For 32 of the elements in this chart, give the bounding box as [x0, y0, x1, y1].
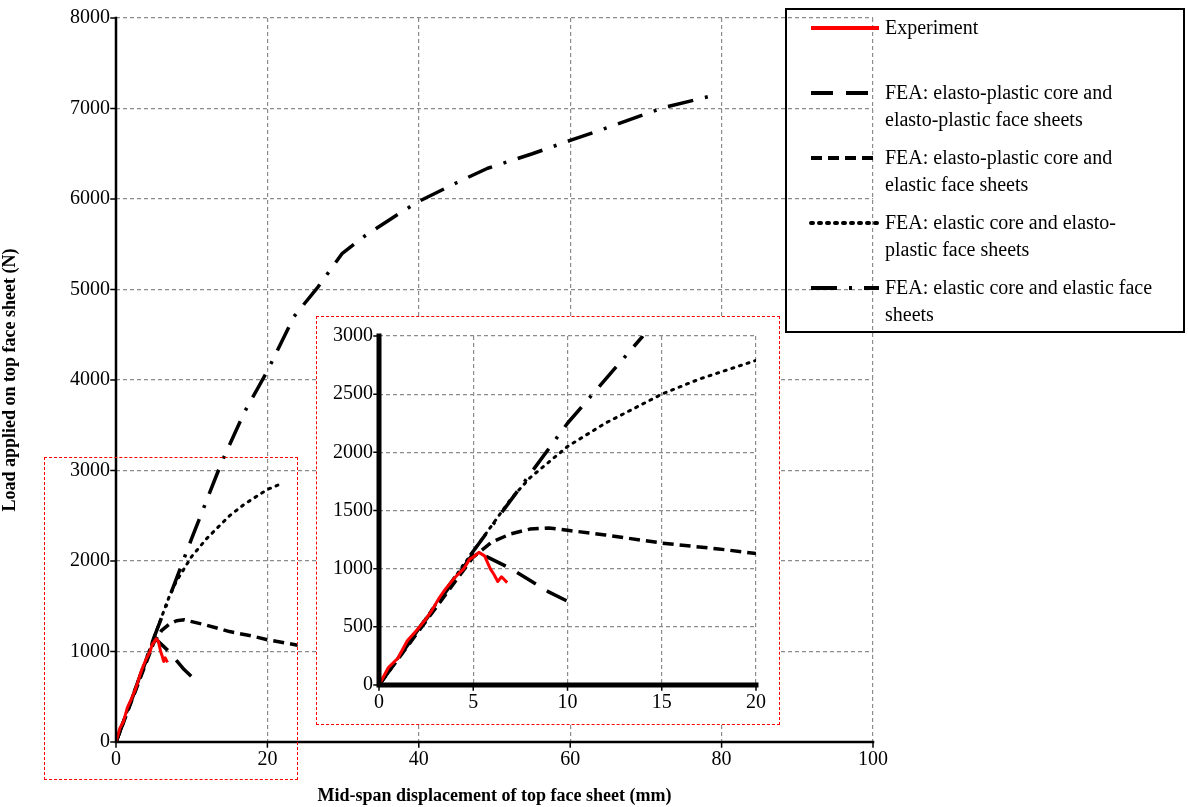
y-tick-label: 1000	[70, 638, 110, 661]
y-tick-label: 500	[343, 614, 373, 637]
y-tick-label: 3000	[70, 457, 110, 480]
x-tick-label: 100	[858, 747, 888, 770]
y-tick-label: 0	[363, 672, 373, 695]
y-axis-title: Load applied on top face sheet (N)	[0, 248, 21, 512]
x-tick-label: 60	[560, 747, 581, 770]
x-tick-label: 5	[468, 690, 479, 713]
y-tick-label: 1000	[333, 555, 373, 578]
x-tick-label: 10	[557, 690, 578, 713]
y-tick-label: 2000	[333, 439, 373, 462]
y-tick-label: 3000	[333, 323, 373, 346]
x-axis-title: Mid-span displacement of top face sheet (mm)	[317, 784, 672, 806]
x-tick-label: 20	[257, 747, 278, 770]
y-tick-label: 2000	[70, 548, 110, 571]
x-tick-label: 20	[746, 690, 766, 713]
legend-label: Experiment	[885, 15, 979, 41]
y-tick-label: 4000	[70, 367, 110, 390]
y-tick-label: 5000	[70, 276, 110, 299]
legend-label: FEA: elasto-plastic core and elasto-plastic face sheets	[885, 80, 1114, 133]
legend-label: FEA: elastic core and elastic face sheets	[885, 275, 1154, 327]
y-tick-label: 2500	[333, 381, 373, 404]
y-tick-label: 8000	[70, 5, 110, 28]
x-tick-label: 15	[651, 690, 672, 713]
y-tick-label: 0	[100, 729, 110, 752]
x-tick-label: 40	[408, 747, 429, 770]
y-tick-label: 6000	[70, 186, 110, 209]
legend-label: FEA: elasto-plastic core and elastic face sheets	[885, 145, 1114, 197]
legend-label: FEA: elastic core and elasto-plastic face sheets	[885, 210, 1118, 263]
x-tick-label: 80	[711, 747, 732, 770]
y-tick-label: 7000	[70, 95, 110, 118]
y-tick-label: 1500	[333, 497, 373, 520]
